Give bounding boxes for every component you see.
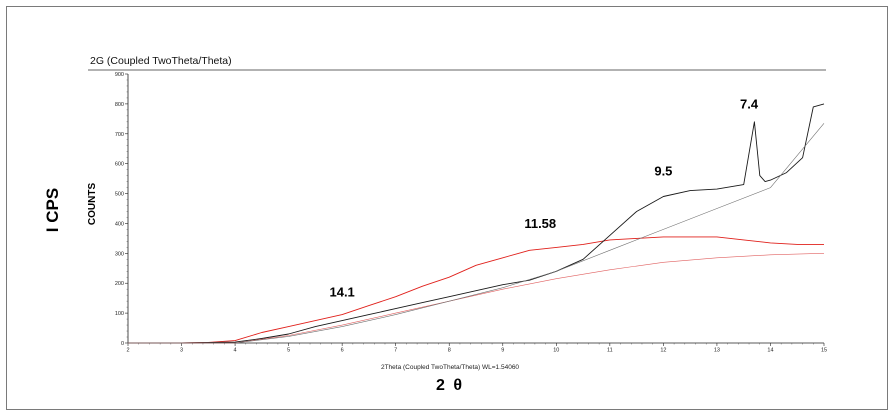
x-tick-label: 15 bbox=[821, 348, 827, 354]
chart-title: 2G (Coupled TwoTheta/Theta) bbox=[90, 55, 232, 67]
red-pattern-line bbox=[128, 236, 824, 344]
peak-label: 9.5 bbox=[654, 164, 672, 179]
series-layer bbox=[128, 103, 825, 344]
black-pattern-line bbox=[128, 103, 825, 344]
x-axis-symbol: 2 θ bbox=[436, 377, 464, 394]
y-axis-outer-label: I CPS bbox=[43, 188, 62, 232]
x-tick-label: 13 bbox=[714, 348, 720, 354]
y-tick-label: 500 bbox=[115, 192, 124, 198]
peak-annotations: 14.1 11.58 9.5 7.4 bbox=[329, 96, 758, 299]
figure-frame bbox=[6, 6, 888, 410]
peak-label: 14.1 bbox=[329, 285, 354, 300]
x-tick-label: 14 bbox=[767, 348, 773, 354]
y-tick-label: 100 bbox=[115, 311, 124, 317]
x-axis-caption: 2Theta (Coupled TwoTheta/Theta) WL=1.540… bbox=[381, 364, 519, 371]
x-tick-label: 2 bbox=[126, 348, 129, 354]
y-tick-label: 200 bbox=[115, 281, 124, 287]
y-tick-label: 800 bbox=[115, 102, 124, 108]
x-tick-label: 9 bbox=[501, 348, 504, 354]
y-tick-label: 600 bbox=[115, 162, 124, 168]
red-background-line bbox=[128, 253, 825, 344]
x-tick-label: 3 bbox=[180, 348, 183, 354]
x-tick-label: 7 bbox=[394, 348, 397, 354]
x-tick-label: 6 bbox=[341, 348, 344, 354]
axis-ticks: 2 3 4 5 6 7 8 9 10 11 12 13 14 15 0 100 200 300 400 500 600 7… bbox=[115, 72, 827, 354]
y-axis-inner-label: COUNTS bbox=[87, 183, 98, 226]
y-tick-label: 300 bbox=[115, 251, 124, 257]
y-tick-label: 0 bbox=[121, 341, 124, 347]
y-tick-label: 900 bbox=[115, 72, 124, 78]
x-tick-label: 12 bbox=[660, 348, 666, 354]
peak-label: 7.4 bbox=[740, 96, 759, 111]
x-tick-label: 8 bbox=[448, 348, 451, 354]
x-tick-label: 5 bbox=[287, 348, 290, 354]
x-tick-label: 4 bbox=[234, 348, 237, 354]
x-tick-label: 10 bbox=[553, 348, 559, 354]
black-background-line bbox=[128, 123, 825, 344]
y-tick-label: 400 bbox=[115, 221, 124, 227]
peak-label: 11.58 bbox=[524, 216, 556, 231]
x-tick-label: 11 bbox=[607, 348, 613, 354]
y-tick-label: 700 bbox=[115, 132, 124, 138]
